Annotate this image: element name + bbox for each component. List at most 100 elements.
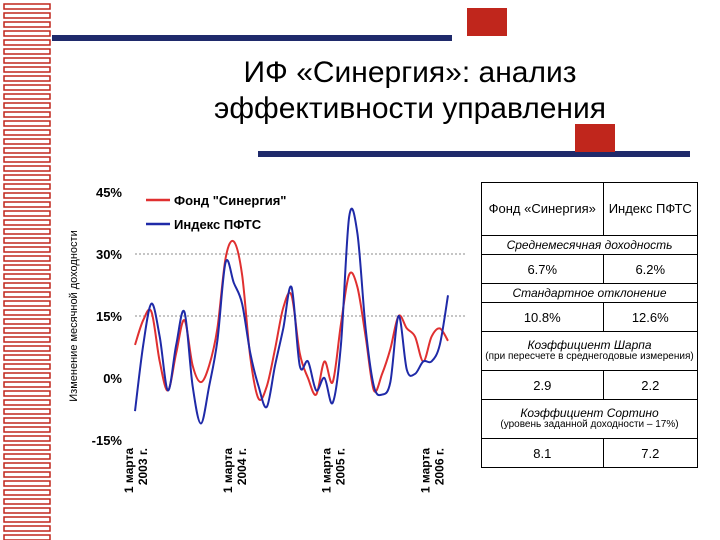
top-red-square	[467, 8, 507, 36]
stripe	[3, 381, 51, 388]
stripe	[3, 84, 51, 91]
stripe	[3, 507, 51, 514]
top-divider-bar	[52, 35, 452, 41]
stripe	[3, 417, 51, 424]
stripe	[3, 345, 51, 352]
title-line-1: ИФ «Синергия»: анализ	[243, 56, 577, 89]
x-tick-label: 1 марта2003 г.	[122, 448, 150, 493]
stripe	[3, 174, 51, 181]
sortino-note: (уровень заданной доходности – 17%)	[500, 419, 679, 430]
slide-title: ИФ «Синергия»: анализ эффективности упра…	[150, 55, 670, 127]
y-tick-label: 45%	[96, 185, 122, 200]
legend-label: Индекс ПФТС	[174, 217, 262, 232]
sharpe-note: (при пересчете в среднегодовые измерения…	[485, 351, 694, 362]
y-tick-label: 15%	[96, 309, 122, 324]
stripe	[3, 246, 51, 253]
middle-divider-bar	[258, 151, 690, 157]
row-label-sharpe: Коэффициент Шарпа (при пересчете в средн…	[481, 331, 698, 371]
stripe	[3, 75, 51, 82]
stripe	[3, 498, 51, 505]
stripe	[3, 30, 51, 37]
y-tick-label: -15%	[92, 433, 123, 448]
stripe	[3, 210, 51, 217]
stripe	[3, 183, 51, 190]
row-label-std-dev: Стандартное отклонение	[481, 283, 698, 303]
stripe	[3, 354, 51, 361]
stripe	[3, 435, 51, 442]
header-synergy: Фонд «Синергия»	[481, 182, 604, 236]
stripe	[3, 426, 51, 433]
value-mean-synergy: 6.7%	[481, 254, 604, 284]
stripe	[3, 327, 51, 334]
value-std-synergy: 10.8%	[481, 302, 604, 332]
value-sharpe-synergy: 2.9	[481, 370, 604, 400]
header-pfts: Индекс ПФТС	[602, 182, 699, 236]
value-sortino-synergy: 8.1	[481, 438, 604, 468]
title-line-2: эффективности управления	[214, 92, 606, 125]
sortino-title: Коэффициент Сортино	[520, 406, 659, 420]
stripe	[3, 255, 51, 262]
stripe	[3, 129, 51, 136]
value-mean-pfts: 6.2%	[602, 254, 699, 284]
x-tick-label: 1 марта2004 г.	[221, 448, 249, 493]
stripe	[3, 120, 51, 127]
stripe	[3, 201, 51, 208]
stripe	[3, 237, 51, 244]
value-std-pfts: 12.6%	[602, 302, 699, 332]
stripe	[3, 390, 51, 397]
stripe	[3, 192, 51, 199]
stripe	[3, 399, 51, 406]
stripe	[3, 363, 51, 370]
value-sharpe-pfts: 2.2	[602, 370, 699, 400]
stripe	[3, 138, 51, 145]
stripe	[3, 21, 51, 28]
stripe	[3, 57, 51, 64]
value-sortino-pfts: 7.2	[602, 438, 699, 468]
sharpe-title: Коэффициент Шарпа	[527, 338, 652, 352]
statistics-table: Фонд «Синергия» Индекс ПФТС Среднемесячн…	[481, 182, 699, 468]
stripe	[3, 66, 51, 73]
stripe	[3, 471, 51, 478]
x-tick-label: 1 марта2005 г.	[320, 448, 348, 493]
stripe	[3, 102, 51, 109]
stripe	[3, 525, 51, 532]
stripe	[3, 156, 51, 163]
stripe	[3, 300, 51, 307]
legend-label: Фонд "Синергия"	[174, 193, 286, 208]
stripe	[3, 282, 51, 289]
row-label-mean-return: Среднемесячная доходность	[481, 235, 698, 255]
stripe	[3, 48, 51, 55]
stripe	[3, 165, 51, 172]
stripe	[3, 453, 51, 460]
stripe	[3, 489, 51, 496]
stripe	[3, 273, 51, 280]
stripe	[3, 318, 51, 325]
line-chart: 45% 30% 15% 0% -15% Изменение месячной доходн…	[68, 185, 465, 493]
middle-red-square	[575, 124, 615, 152]
series-line-1	[134, 207, 449, 425]
stripe	[3, 93, 51, 100]
stripe	[3, 534, 51, 540]
stripe	[3, 408, 51, 415]
stripe	[3, 336, 51, 343]
left-stripes-decoration	[3, 3, 51, 540]
y-tick-label: 0%	[103, 371, 122, 386]
x-tick-label: 1 марта2006 г.	[419, 448, 447, 493]
stripe	[3, 147, 51, 154]
stripe	[3, 444, 51, 451]
stripe	[3, 111, 51, 118]
y-tick-label: 30%	[96, 247, 122, 262]
stripe	[3, 516, 51, 523]
y-axis-title: Изменение месячной доходности	[68, 230, 80, 401]
stripe	[3, 309, 51, 316]
stripe	[3, 219, 51, 226]
stripe	[3, 372, 51, 379]
stripe	[3, 228, 51, 235]
row-label-sortino: Коэффициент Сортино (уровень заданной до…	[481, 399, 698, 439]
stripe	[3, 480, 51, 487]
stripe	[3, 264, 51, 271]
stripe	[3, 291, 51, 298]
stripe	[3, 12, 51, 19]
stripe	[3, 3, 51, 10]
stripe	[3, 462, 51, 469]
